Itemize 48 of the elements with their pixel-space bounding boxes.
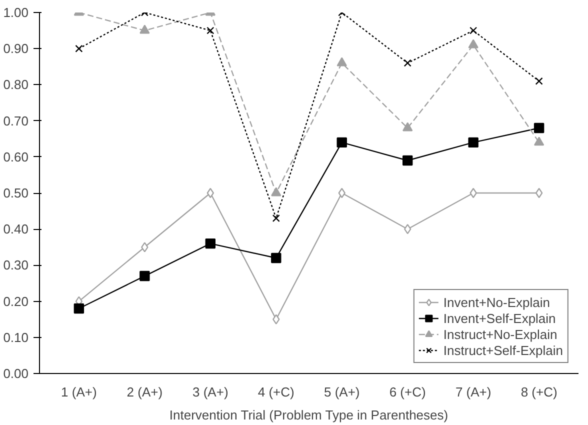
point <box>140 270 150 282</box>
y-tick-label: 0.90 <box>3 41 29 56</box>
point <box>272 314 280 324</box>
legend-label: Instruct+No-Explain <box>443 326 558 342</box>
y-tick-label: 0.10 <box>3 330 29 345</box>
y-tick-label: 1.00 <box>3 5 29 20</box>
x-tick-label: 7 (A+) <box>455 384 492 400</box>
point <box>535 77 543 85</box>
point <box>470 26 478 34</box>
point <box>271 252 282 264</box>
y-tick-label: 0.60 <box>3 149 29 164</box>
y-tick-label: 0.30 <box>3 258 29 273</box>
y-tick-label: 0.40 <box>3 222 29 237</box>
point <box>336 137 347 148</box>
point <box>402 122 413 132</box>
point <box>140 24 150 34</box>
point <box>534 122 544 134</box>
point <box>272 214 280 222</box>
point <box>535 188 543 198</box>
point <box>404 224 412 234</box>
legend-label: Invent+Self-Explain <box>443 310 556 326</box>
x-tick-label: 2 (A+) <box>126 384 163 400</box>
point <box>141 242 148 252</box>
point <box>205 238 216 249</box>
y-tick-label: 0.20 <box>3 294 29 309</box>
legend-label: Invent+No-Explain <box>443 294 550 310</box>
x-tick-label: 5 (A+) <box>324 384 360 400</box>
x-tick-label: 3 (A+) <box>192 384 228 400</box>
point <box>271 187 282 196</box>
y-tick-label: 0.50 <box>3 186 29 200</box>
point <box>468 137 478 148</box>
y-tick-label: 0.00 <box>3 366 29 381</box>
x-axis-title: Intervention Trial (Problem Type in Parentheses) <box>169 408 448 422</box>
y-tick-label: 0.80 <box>3 77 29 92</box>
x-tick-label: 1 (A+) <box>61 384 97 400</box>
point <box>468 39 478 48</box>
x-tick-label: 8 (+C) <box>520 384 558 400</box>
point <box>336 57 347 66</box>
x-tick-label: 6 (+C) <box>389 384 426 400</box>
point <box>206 26 214 34</box>
point <box>402 155 413 166</box>
y-tick-label: 0.70 <box>3 113 29 128</box>
x-tick-label: 4 (+C) <box>258 384 294 400</box>
point <box>534 136 544 146</box>
point <box>75 44 83 52</box>
point <box>74 303 84 314</box>
legend-label: Instruct+Self-Explain <box>443 342 563 358</box>
point <box>404 59 412 67</box>
